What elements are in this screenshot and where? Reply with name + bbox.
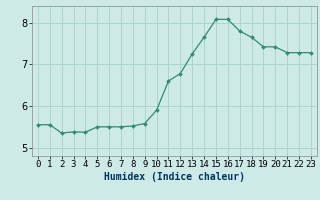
X-axis label: Humidex (Indice chaleur): Humidex (Indice chaleur) xyxy=(104,172,245,182)
